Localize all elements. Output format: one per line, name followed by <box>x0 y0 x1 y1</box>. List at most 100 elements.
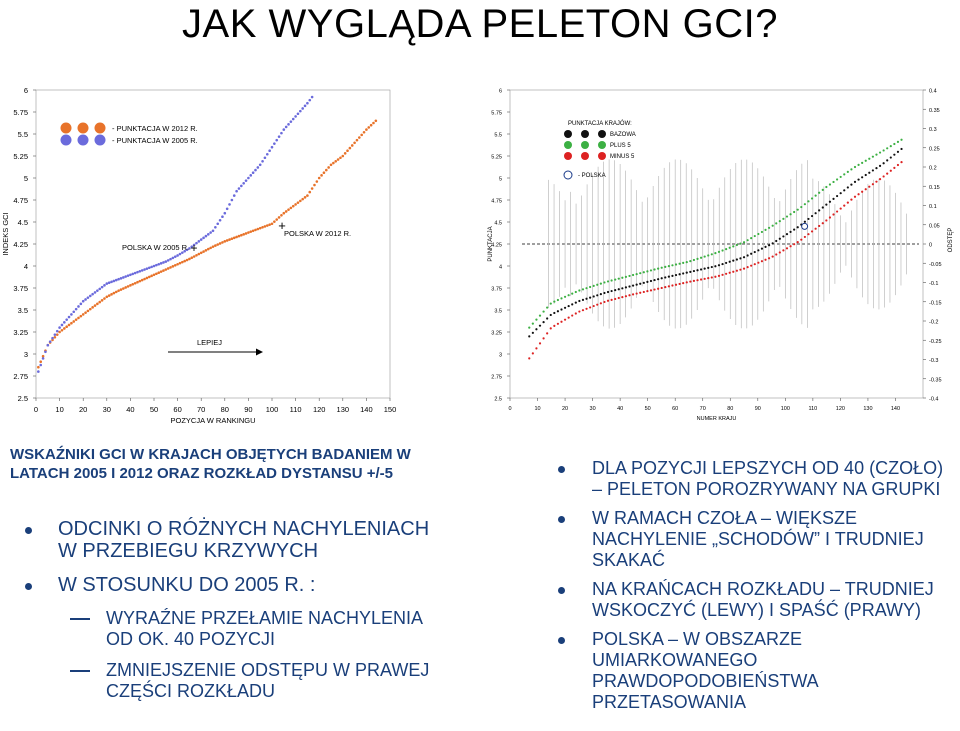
x-tick-label: 90 <box>244 405 252 414</box>
point-2012 <box>353 141 356 145</box>
point-plus5 <box>857 163 860 167</box>
point-base <box>814 212 817 215</box>
y-tick-label: 2.5 <box>18 394 28 403</box>
point-2012 <box>254 228 257 232</box>
x-tick-label: 100 <box>781 406 790 412</box>
point-2012 <box>126 285 130 288</box>
point-minus5 <box>610 298 613 301</box>
point-2012 <box>350 144 354 147</box>
point-plus5 <box>581 288 585 291</box>
point-minus5 <box>843 204 846 207</box>
point-minus5 <box>581 309 585 312</box>
point-base <box>528 335 531 338</box>
y-tick-label: 3.75 <box>13 284 28 293</box>
y-right-tick-label: -0.2 <box>929 320 938 326</box>
point-2005 <box>192 243 196 247</box>
point-plus5 <box>678 262 681 265</box>
legend-marker <box>581 141 589 149</box>
x-axis-title: POZYCJA W RANKINGU <box>170 416 255 425</box>
point-plus5 <box>832 180 835 184</box>
point-2005 <box>55 329 59 333</box>
point-minus5 <box>753 263 756 266</box>
point-base <box>667 275 670 278</box>
point-base <box>775 239 778 243</box>
point-base <box>821 206 824 209</box>
point-minus5 <box>549 327 552 330</box>
point-minus5 <box>857 193 860 196</box>
point-plus5 <box>553 300 556 303</box>
point-plus5 <box>592 284 595 287</box>
point-plus5 <box>728 246 731 249</box>
point-2005 <box>124 275 127 278</box>
point-base <box>699 268 703 271</box>
legend-label: PLUS 5 <box>610 143 631 149</box>
point-2005 <box>244 179 248 182</box>
point-plus5 <box>868 157 871 160</box>
point-plus5 <box>839 175 842 179</box>
point-2005 <box>131 272 135 276</box>
point-2005 <box>202 236 205 240</box>
point-2005 <box>171 256 175 260</box>
point-2005 <box>159 262 163 265</box>
point-2012 <box>183 259 186 263</box>
point-plus5 <box>878 151 882 154</box>
point-base <box>778 237 781 240</box>
point-plus5 <box>621 276 624 279</box>
point-2012 <box>136 280 139 284</box>
point-2012 <box>145 276 149 280</box>
point-minus5 <box>818 224 821 228</box>
point-2005 <box>58 326 61 329</box>
point-2012 <box>173 263 177 267</box>
point-plus5 <box>818 191 821 194</box>
point-2012 <box>140 278 144 282</box>
point-2012 <box>65 325 68 329</box>
point-base <box>864 173 867 177</box>
point-2005 <box>133 271 137 275</box>
point-2005 <box>96 289 99 292</box>
point-2005 <box>249 174 253 177</box>
point-minus5 <box>793 243 796 246</box>
point-2012 <box>308 190 312 194</box>
point-minus5 <box>900 161 903 164</box>
point-2005 <box>204 234 208 238</box>
x-tick-label: 120 <box>836 406 845 412</box>
arrow-better-head <box>256 348 263 356</box>
point-2005 <box>247 176 250 180</box>
x-tick-label: 120 <box>313 405 326 414</box>
point-base <box>599 293 602 296</box>
point-2005 <box>251 171 255 175</box>
x-tick-label: 140 <box>360 405 373 414</box>
y-tick-label: 4.25 <box>13 240 28 249</box>
point-2005 <box>126 274 130 277</box>
point-2012 <box>204 249 208 252</box>
point-minus5 <box>803 235 806 239</box>
point-minus5 <box>789 245 792 248</box>
legend-marker-2012 <box>77 122 89 134</box>
point-minus5 <box>563 318 567 321</box>
y-tick-label: 4 <box>499 265 502 271</box>
x-tick-label: 140 <box>891 406 900 412</box>
point-minus5 <box>782 249 785 252</box>
legend-marker-2005 <box>77 134 89 146</box>
point-plus5 <box>682 261 685 264</box>
point-minus5 <box>760 260 764 263</box>
point-2005 <box>77 305 80 308</box>
point-2005 <box>152 264 156 268</box>
point-plus5 <box>742 241 746 244</box>
point-plus5 <box>882 149 885 152</box>
point-2012 <box>72 320 76 323</box>
y-right-tick-label: 0.35 <box>929 108 940 114</box>
point-2012 <box>310 187 314 190</box>
point-plus5 <box>821 188 824 191</box>
x-tick-label: 30 <box>103 405 111 414</box>
point-base <box>596 294 599 297</box>
point-base <box>803 220 806 223</box>
point-minus5 <box>864 188 867 191</box>
point-2005 <box>169 257 172 261</box>
bullet-curve-slopes: ODCINKI O RÓŻNYCH NACHYLENIACH W PRZEBIE… <box>18 518 438 562</box>
point-plus5 <box>760 230 764 234</box>
legend-marker <box>564 130 572 138</box>
point-2005 <box>44 350 47 354</box>
point-2005 <box>294 115 297 118</box>
point-minus5 <box>678 282 681 286</box>
